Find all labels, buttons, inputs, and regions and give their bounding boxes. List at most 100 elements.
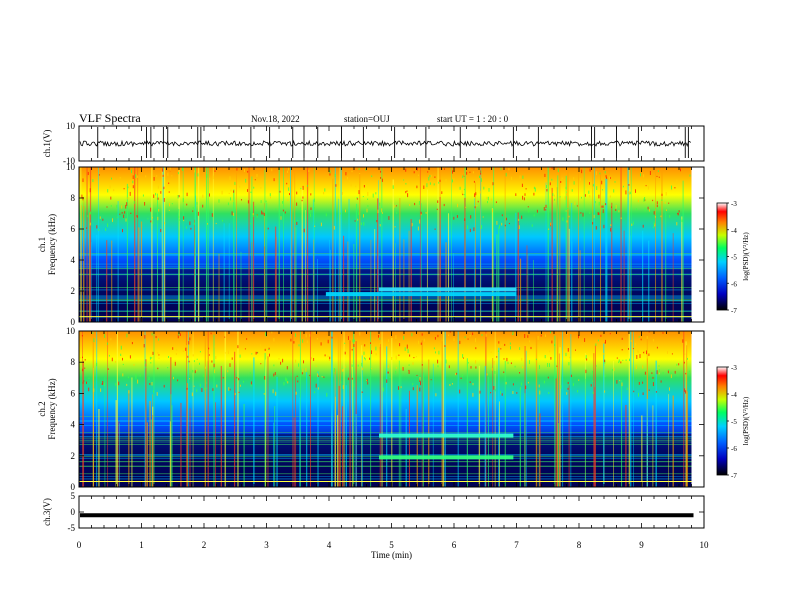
spectrogram-speckle-1 — [282, 209, 284, 212]
spectrogram-speckle-1 — [656, 201, 658, 205]
spectrogram-speckle-2 — [578, 334, 579, 339]
spectrogram-speckle-1 — [323, 192, 325, 195]
spectrogram-speckle-1 — [177, 172, 179, 175]
spectrogram-speckle-2 — [251, 353, 253, 355]
spectrogram-speckle-1 — [430, 174, 432, 178]
spectrogram-speckle-2 — [317, 387, 319, 390]
spectrogram-speckle-1 — [110, 196, 112, 200]
spectrogram-speckle-1 — [244, 169, 245, 173]
spectrogram-speckle-2 — [344, 366, 346, 368]
spectrogram-speckle-1 — [109, 185, 111, 189]
spectrogram-speckle-2 — [527, 381, 529, 384]
spectrogram-speckle-1 — [463, 173, 465, 177]
spectrogram-speckle-2 — [644, 350, 646, 354]
y-axis-label-1: Frequency (kHz) — [47, 214, 57, 275]
spectrogram-speckle-2 — [658, 369, 660, 373]
spectrogram-speckle-2 — [303, 360, 304, 364]
spectrogram-speckle-1 — [367, 205, 369, 207]
y-tick-label-2: 10 — [66, 326, 76, 336]
spectrogram-speckle-1 — [475, 192, 477, 196]
colorbar-tick-label-2: -3 — [731, 364, 737, 372]
spectrogram-speckle-2 — [547, 376, 549, 379]
spectrogram-speckle-1 — [381, 212, 383, 214]
spectrogram-speckle-1 — [618, 210, 620, 213]
spectrogram-1 — [79, 167, 692, 322]
spectrogram-speckle-2 — [352, 339, 354, 343]
spectrogram-speckle-2 — [556, 365, 558, 367]
spectrogram-speckle-1 — [381, 208, 383, 213]
spectrogram-speckle-1 — [302, 196, 304, 199]
spectrogram-speckle-2 — [120, 345, 122, 350]
spectrogram-speckle-2 — [228, 387, 230, 391]
spectrogram-speckle-2 — [193, 385, 195, 387]
spectrogram-speckle-2 — [157, 367, 159, 370]
spectrogram-speckle-1 — [363, 185, 365, 188]
spectrogram-speckle-1 — [438, 181, 440, 184]
spectrogram-speckle-1 — [545, 209, 547, 211]
spectrogram-speckle-2 — [222, 377, 224, 379]
chart-title: VLF Spectra — [79, 111, 141, 125]
spectrogram-speckle-2 — [678, 363, 680, 366]
spectrogram-speckle-2 — [467, 338, 469, 340]
spectrogram-speckle-1 — [479, 190, 481, 194]
spectrogram-band-2 — [379, 433, 514, 438]
spectrogram-speckle-2 — [586, 358, 588, 361]
spectrogram-speckle-2 — [104, 382, 106, 387]
spectrogram-speckle-2 — [510, 362, 512, 365]
spectrogram-speckle-1 — [252, 214, 254, 217]
spectrogram-speckle-1 — [245, 178, 247, 183]
spectrogram-speckle-1 — [657, 170, 659, 172]
spectrogram-speckle-2 — [321, 376, 323, 378]
spectrogram-speckle-2 — [528, 360, 530, 365]
spectrogram-speckle-2 — [111, 345, 112, 347]
spectrogram-speckle-1 — [594, 201, 596, 204]
spectrogram-speckle-1 — [253, 186, 255, 189]
spectrogram-speckle-2 — [176, 349, 178, 351]
spectrogram-speckle-1 — [265, 200, 267, 203]
spectrogram-speckle-1 — [464, 218, 466, 221]
y-tick-label-2: 4 — [71, 420, 76, 430]
y-axis-label-2: ch.2 — [37, 401, 47, 416]
spectrogram-speckle-1 — [615, 209, 617, 211]
spectrogram-speckle-1 — [209, 177, 211, 182]
spectrogram-speckle-2 — [229, 388, 231, 391]
spectrogram-speckle-1 — [232, 200, 234, 202]
spectrogram-speckle-2 — [317, 375, 319, 377]
spectrogram-speckle-1 — [254, 179, 256, 181]
x-tick-label: 9 — [639, 540, 644, 550]
spectrogram-speckle-2 — [613, 367, 615, 371]
spectrogram-speckle-1 — [411, 222, 413, 227]
spectrogram-speckle-1 — [379, 202, 381, 206]
spectrogram-speckle-2 — [296, 375, 298, 377]
spectrogram-speckle-2 — [234, 392, 236, 396]
spectrogram-speckle-1 — [636, 208, 637, 211]
spectrogram-speckle-1 — [664, 201, 666, 204]
spectrogram-speckle-2 — [497, 350, 499, 352]
spectrogram-speckle-1 — [501, 222, 503, 226]
spectrogram-speckle-2 — [238, 378, 240, 381]
spectrogram-speckle-2 — [348, 336, 349, 340]
spectrogram-speckle-2 — [395, 367, 397, 369]
spectrogram-speckle-2 — [313, 332, 315, 334]
spectrogram-band-1 — [325, 292, 517, 297]
colorbar-tick-label-2: -4 — [731, 391, 737, 399]
spectrogram-speckle-2 — [340, 381, 342, 384]
spectrogram-speckle-2 — [618, 361, 620, 364]
spectrogram-speckle-1 — [473, 227, 475, 232]
spectrogram-speckle-1 — [628, 184, 630, 186]
spectrogram-speckle-1 — [565, 210, 567, 212]
spectrogram-speckle-2 — [646, 336, 648, 339]
spectrogram-speckle-2 — [273, 338, 275, 342]
spectrogram-speckle-2 — [684, 353, 686, 355]
spectrogram-speckle-1 — [234, 181, 236, 186]
spectrogram-speckle-1 — [247, 200, 249, 204]
spectrogram-speckle-1 — [81, 194, 83, 199]
spectrogram-speckle-2 — [685, 390, 687, 394]
spectrogram-speckle-2 — [363, 351, 365, 355]
spectrogram-speckle-1 — [456, 215, 458, 218]
spectrogram-speckle-2 — [632, 348, 634, 350]
spectrogram-speckle-2 — [361, 362, 363, 367]
spectrogram-speckle-1 — [356, 197, 358, 199]
spectrogram-speckle-2 — [448, 365, 450, 369]
spectrogram-speckle-2 — [461, 374, 463, 377]
